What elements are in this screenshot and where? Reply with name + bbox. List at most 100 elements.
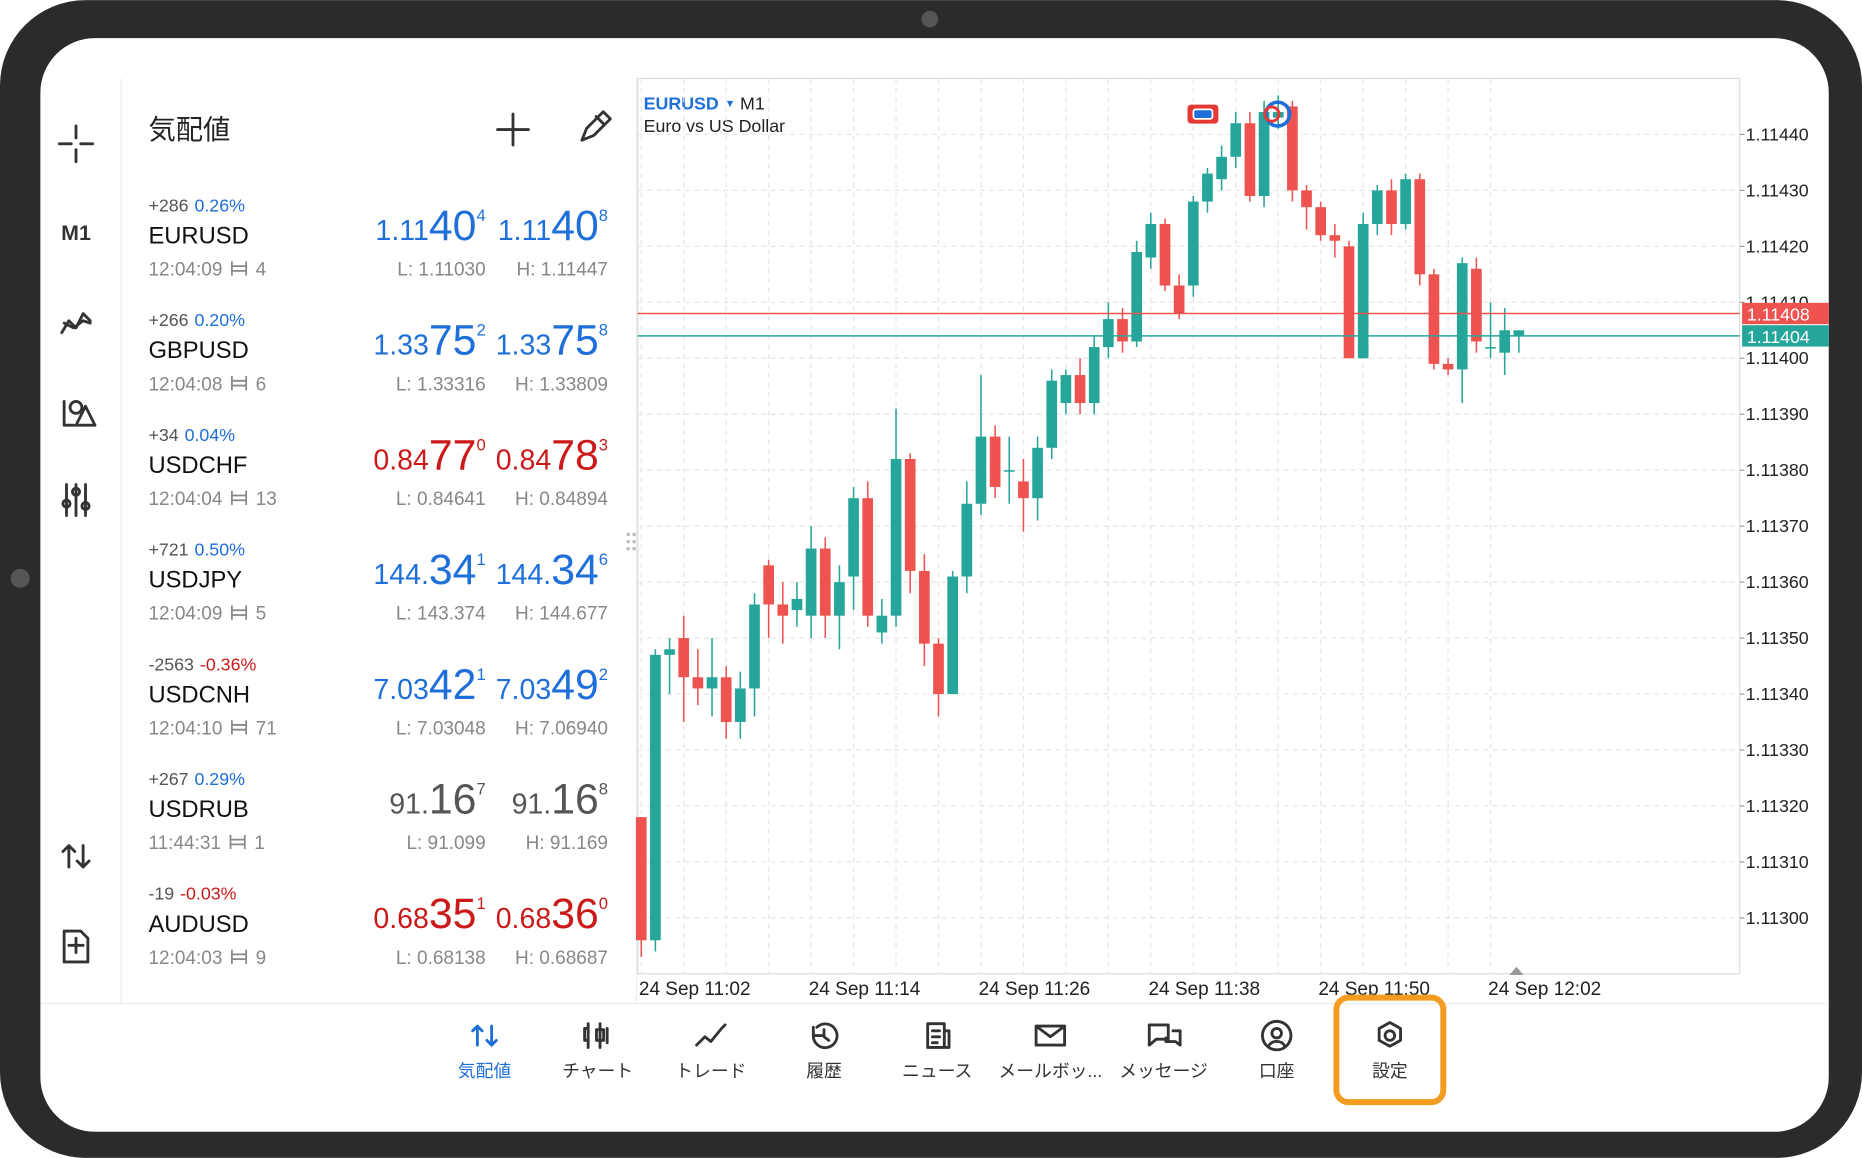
symbol: GBPUSD (148, 337, 248, 364)
price-head: 91. (389, 789, 429, 821)
bid-price[interactable]: 144.341 (373, 546, 485, 594)
nav-icon (1147, 1023, 1182, 1047)
y-tick-label: 1.11430 (1746, 180, 1809, 200)
bid-price[interactable]: 0.84770 (373, 431, 485, 479)
edit-button[interactable] (580, 110, 612, 142)
sort-button[interactable] (61, 844, 91, 869)
nav-label: 履歴 (806, 1061, 842, 1081)
nav-icon (811, 1022, 839, 1050)
side-button (10, 568, 30, 588)
timeframe-button[interactable]: M1 (61, 221, 91, 245)
ask-price[interactable]: 0.68360 (496, 890, 608, 938)
bid-price[interactable]: 7.03421 (373, 661, 485, 709)
candle-body (947, 576, 959, 695)
tick-count: 9 (256, 948, 267, 969)
chart-timeframe: M1 (740, 93, 765, 113)
price-tag-label: 1.11404 (1747, 327, 1810, 347)
settings-sliders-button[interactable] (61, 483, 91, 517)
new-order-button[interactable] (62, 929, 90, 964)
symbol: EURUSD (148, 223, 248, 250)
bid-price[interactable]: 1.11404 (376, 202, 486, 250)
candle-body (1244, 123, 1256, 196)
price-tag (1742, 302, 1829, 325)
indicators-button[interactable] (60, 312, 92, 335)
candle-body (834, 582, 845, 616)
ask-price[interactable]: 7.03492 (496, 661, 608, 709)
chart: EURUSD ▼ M1 Euro vs US Dollar 1.11300 1.113… (635, 77, 1829, 1000)
change-points: +267 (148, 769, 188, 789)
nav-item[interactable]: メールボッ... (998, 1024, 1102, 1081)
nav-item[interactable]: 履歴 (806, 1022, 842, 1081)
nav-label: 設定 (1372, 1061, 1408, 1081)
tick-count: 71 (256, 718, 277, 739)
candle-body (1499, 330, 1511, 353)
nav-label: トレード (675, 1061, 746, 1081)
add-symbol-button[interactable] (496, 112, 530, 147)
left-toolbar: M1 (57, 124, 97, 964)
high-price: H: 91.169 (526, 833, 608, 854)
nav-item[interactable]: メッセージ (1119, 1023, 1208, 1081)
low-price: L: 0.84641 (396, 489, 486, 510)
candle-body (1485, 347, 1496, 349)
high-price: H: 144.677 (515, 604, 608, 625)
candle-body (904, 459, 916, 571)
ask-price[interactable]: 91.168 (512, 776, 608, 824)
nav-item[interactable]: 口座 (1259, 1019, 1295, 1081)
bid-price[interactable]: 91.167 (389, 776, 485, 824)
symbol: USDCNH (148, 681, 250, 708)
change-percent: -0.03% (180, 884, 237, 904)
crosshair-button[interactable] (57, 124, 95, 164)
candle-body (734, 688, 746, 723)
tick-icon (231, 261, 248, 276)
candle-body (1159, 223, 1171, 286)
objects-button[interactable] (62, 400, 97, 427)
price-big: 77 (429, 431, 477, 479)
candle-body (890, 459, 902, 616)
nav-item[interactable]: トレード (675, 1023, 746, 1081)
candle-body (1513, 330, 1525, 336)
candle-body (1074, 375, 1086, 404)
price-big: 40 (551, 202, 599, 250)
candle-body (1131, 251, 1143, 342)
symbol: AUDUSD (148, 911, 248, 938)
candle-body (1301, 190, 1312, 208)
price-big: 16 (429, 776, 477, 824)
price-big: 16 (551, 776, 599, 824)
nav-item[interactable]: チャート (562, 1022, 633, 1081)
price-tag-label: 1.11408 (1747, 305, 1810, 325)
bid-price[interactable]: 0.68351 (373, 890, 485, 938)
nav-item[interactable]: 気配値 (458, 1024, 512, 1081)
chart-symbol[interactable]: EURUSD (644, 93, 719, 113)
tick-count: 4 (256, 260, 267, 281)
candle-body (1428, 274, 1440, 364)
change-points: +266 (148, 310, 188, 330)
x-tick-label: 24 Sep 11:26 (979, 979, 1091, 1000)
candle-body (1230, 123, 1242, 157)
change-points: +34 (148, 425, 178, 445)
price-head: 1.33 (496, 330, 551, 362)
ask-price[interactable]: 1.33758 (496, 317, 608, 365)
candle-body (1329, 235, 1341, 241)
candle-body (1456, 263, 1468, 370)
ask-price[interactable]: 0.84783 (496, 431, 608, 479)
candle-body (1187, 201, 1199, 286)
ask-price[interactable]: 144.346 (496, 546, 608, 594)
change-points: +721 (148, 540, 188, 560)
bid-price[interactable]: 1.33752 (373, 317, 485, 365)
ask-price[interactable]: 1.11408 (498, 202, 608, 250)
nav-item[interactable]: ニュース (902, 1022, 972, 1081)
resize-handle[interactable] (626, 532, 636, 551)
scroll-marker[interactable] (1509, 966, 1524, 976)
tick-icon (231, 605, 248, 620)
nav-item[interactable]: 設定 (1372, 1021, 1408, 1082)
low-price: L: 1.11030 (397, 260, 485, 281)
y-tick-label: 1.11390 (1746, 404, 1809, 424)
